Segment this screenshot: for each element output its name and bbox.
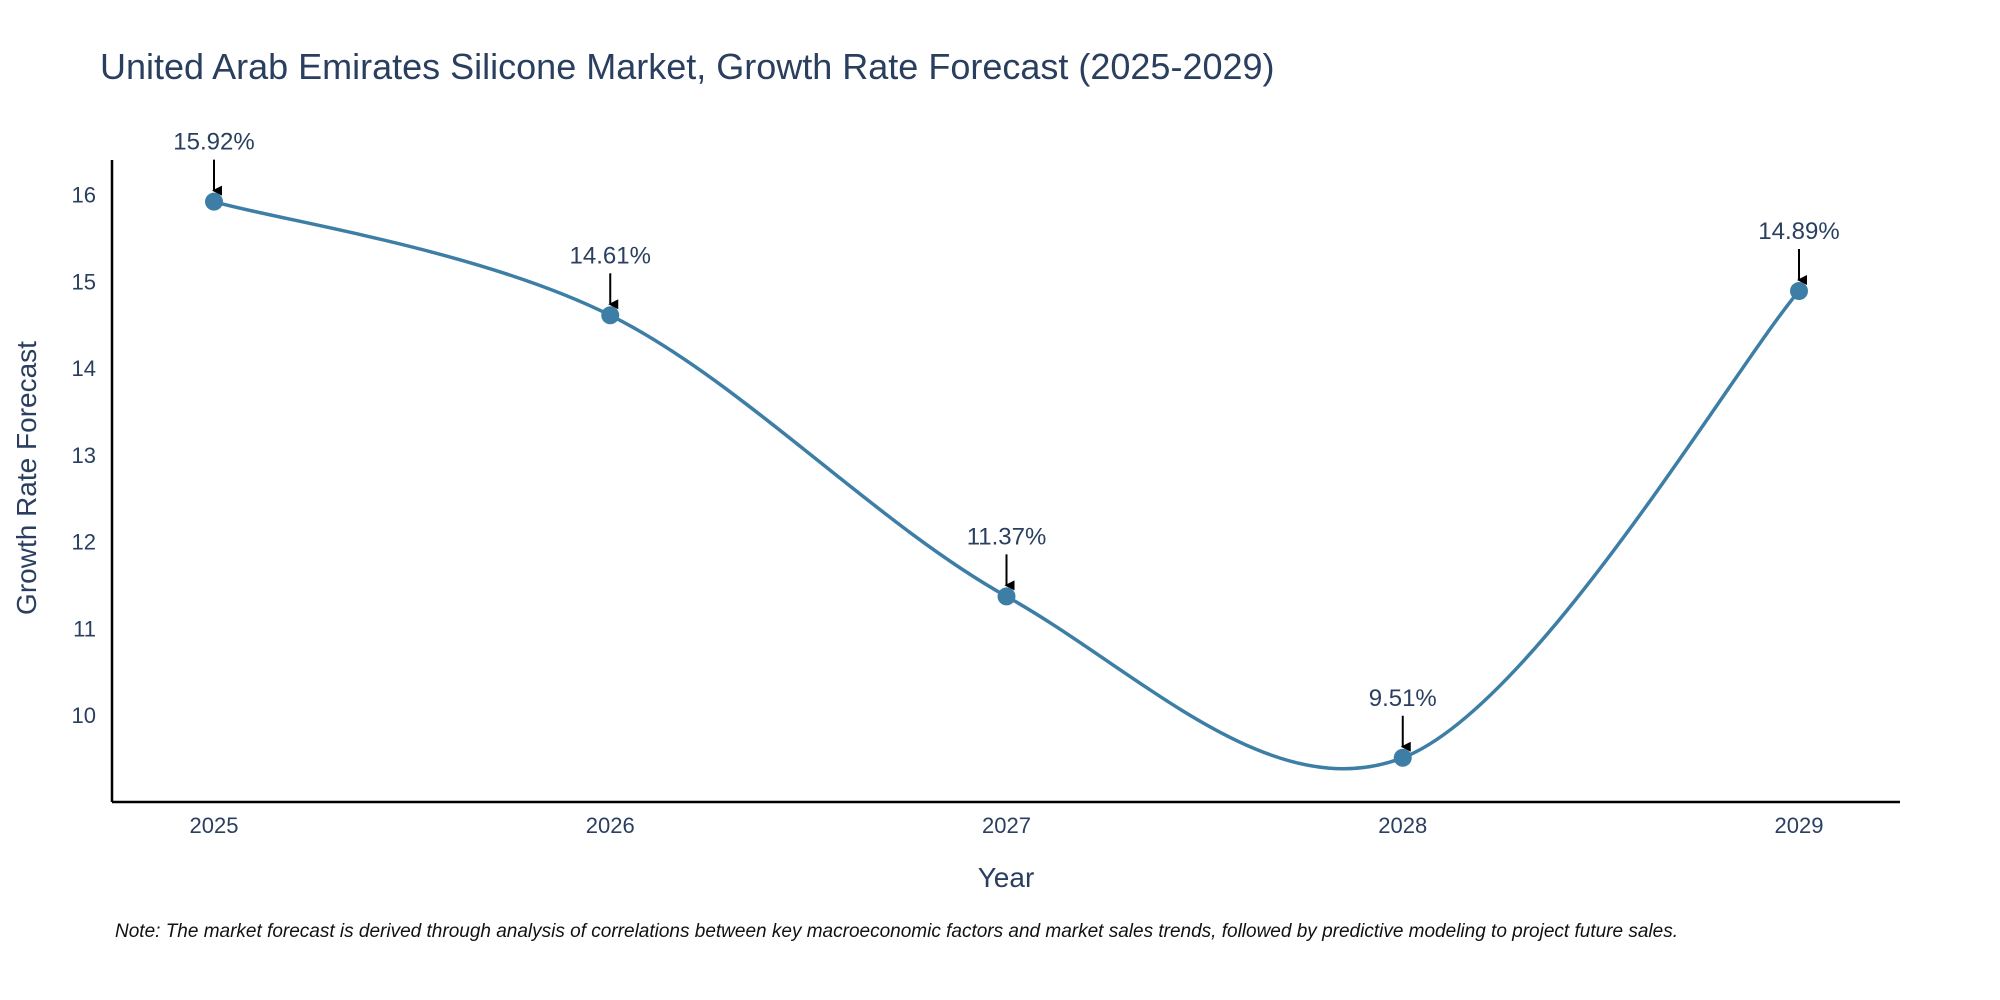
- chart-note: Note: The market forecast is derived thr…: [115, 921, 1678, 942]
- data-point: [1790, 282, 1808, 301]
- y-tick-label: 15: [72, 269, 96, 294]
- y-tick-label: 12: [72, 530, 96, 555]
- data-label: 11.37%: [967, 523, 1047, 550]
- y-axis-title: Growth Rate Forecast: [11, 341, 42, 615]
- data-label: 15.92%: [173, 129, 254, 156]
- chart-title: United Arab Emirates Silicone Market, Gr…: [100, 46, 1275, 87]
- x-tick-label: 2027: [982, 813, 1031, 838]
- series-line-layer: [212, 199, 1801, 771]
- series-line: [212, 199, 1801, 771]
- data-labels: 15.92% 14.61% 11.37% 9.51% 14.89%: [173, 129, 1840, 752]
- y-tick-label: 10: [72, 703, 96, 728]
- data-label: 14.89%: [1758, 218, 1839, 245]
- data-points: [205, 192, 1808, 767]
- data-point: [997, 587, 1016, 606]
- y-tick-label: 11: [73, 616, 96, 641]
- x-axis-title: Year: [978, 862, 1035, 893]
- x-tick-label: 2029: [1775, 813, 1824, 838]
- y-tick-label: 16: [72, 183, 96, 208]
- y-tick-label: 13: [72, 443, 96, 468]
- data-point: [205, 192, 223, 211]
- x-tick-label: 2025: [190, 813, 239, 838]
- data-label: 14.61%: [570, 242, 651, 269]
- data-point: [601, 306, 620, 325]
- axes: 10 11 12 13 14 15 16 2025 2026 2027 2028 2029 Year Gr…: [11, 160, 1900, 893]
- data-label: 9.51%: [1369, 685, 1437, 712]
- y-tick-label: 14: [72, 356, 96, 381]
- x-tick-label: 2026: [586, 813, 635, 838]
- x-tick-label: 2028: [1378, 813, 1427, 838]
- data-point: [1393, 748, 1412, 767]
